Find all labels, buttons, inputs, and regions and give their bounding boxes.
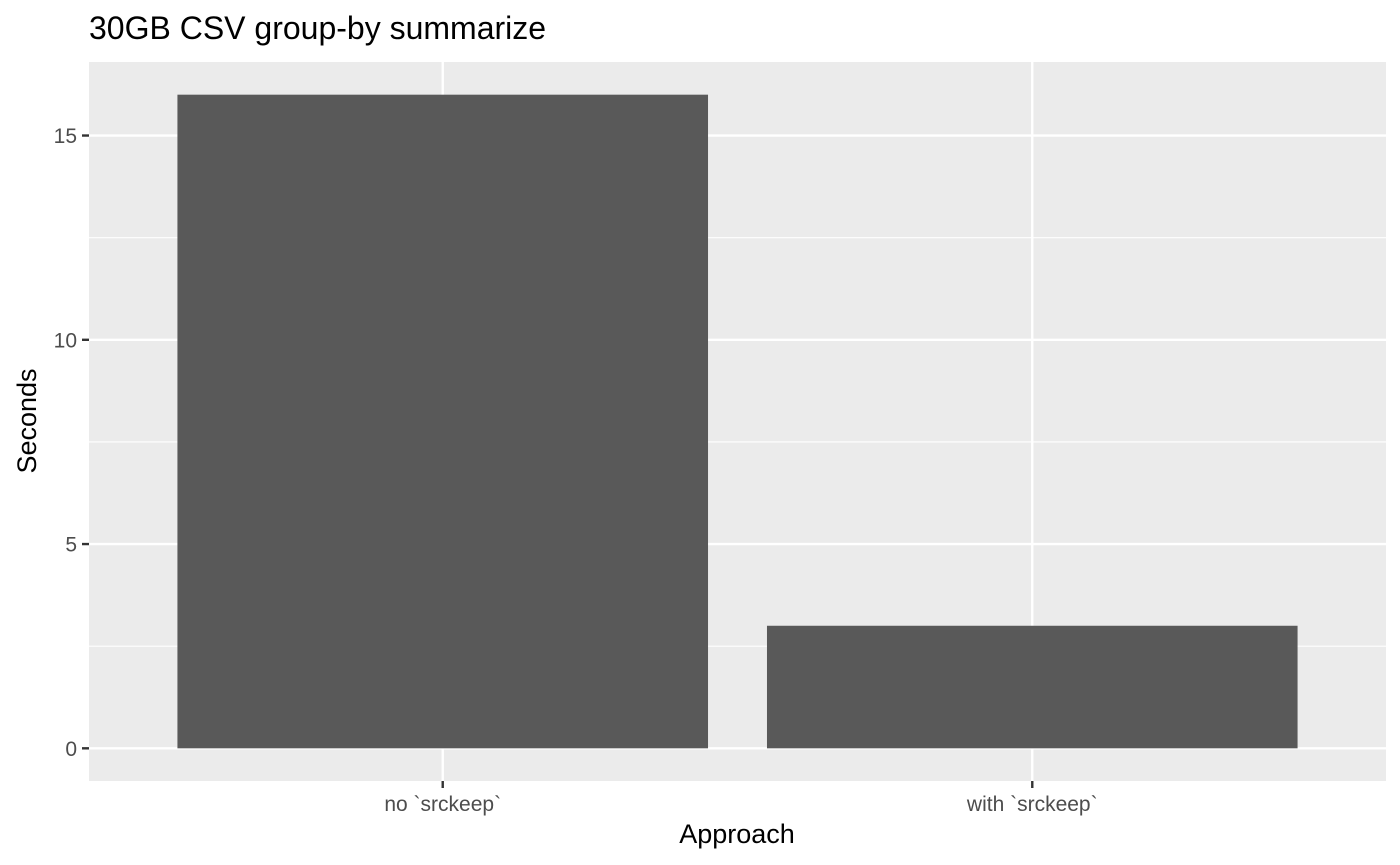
x-tick-label: no `srckeep` bbox=[384, 793, 501, 816]
y-tick-label: 10 bbox=[54, 329, 77, 352]
bars bbox=[177, 94, 1298, 749]
chart-title: 30GB CSV group-by summarize bbox=[89, 10, 546, 46]
y-tick-label: 15 bbox=[54, 125, 77, 148]
x-axis-title: Approach bbox=[679, 819, 795, 849]
y-axis: 0 5 10 15 bbox=[54, 125, 89, 761]
x-tick-label: with `srckeep` bbox=[966, 793, 1098, 816]
y-axis-title: Seconds bbox=[12, 368, 42, 473]
bar bbox=[177, 94, 709, 749]
bar bbox=[766, 625, 1298, 749]
y-tick-label: 5 bbox=[65, 534, 77, 557]
x-axis: no `srckeep` with `srckeep` bbox=[384, 781, 1098, 816]
y-tick-label: 0 bbox=[65, 738, 77, 761]
